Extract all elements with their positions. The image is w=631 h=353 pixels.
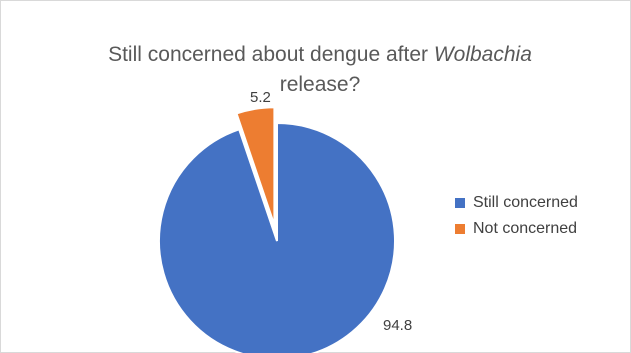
- pie-slice-not-concerned: [235, 106, 276, 226]
- data-label-not-concerned: 5.2: [250, 89, 271, 106]
- legend-label-not-concerned: Not concerned: [473, 220, 578, 237]
- pie-slice-still-concerned: [158, 121, 396, 353]
- data-label-still-concerned: 94.8: [383, 317, 412, 334]
- legend: Still concerned Not concerned: [455, 190, 578, 242]
- chart-title-line2: release?: [279, 73, 361, 96]
- legend-item-not-concerned: Not concerned: [455, 216, 578, 242]
- legend-item-still-concerned: Still concerned: [455, 190, 578, 216]
- chart-title: Still concerned about dengue after Wolba…: [40, 40, 600, 100]
- legend-swatch-not-concerned: [455, 224, 465, 234]
- chart-title-prefix: Still concerned about dengue after: [108, 43, 434, 66]
- chart-title-italic: Wolbachia: [433, 43, 532, 66]
- legend-swatch-still-concerned: [455, 198, 465, 208]
- legend-label-still-concerned: Still concerned: [473, 194, 578, 211]
